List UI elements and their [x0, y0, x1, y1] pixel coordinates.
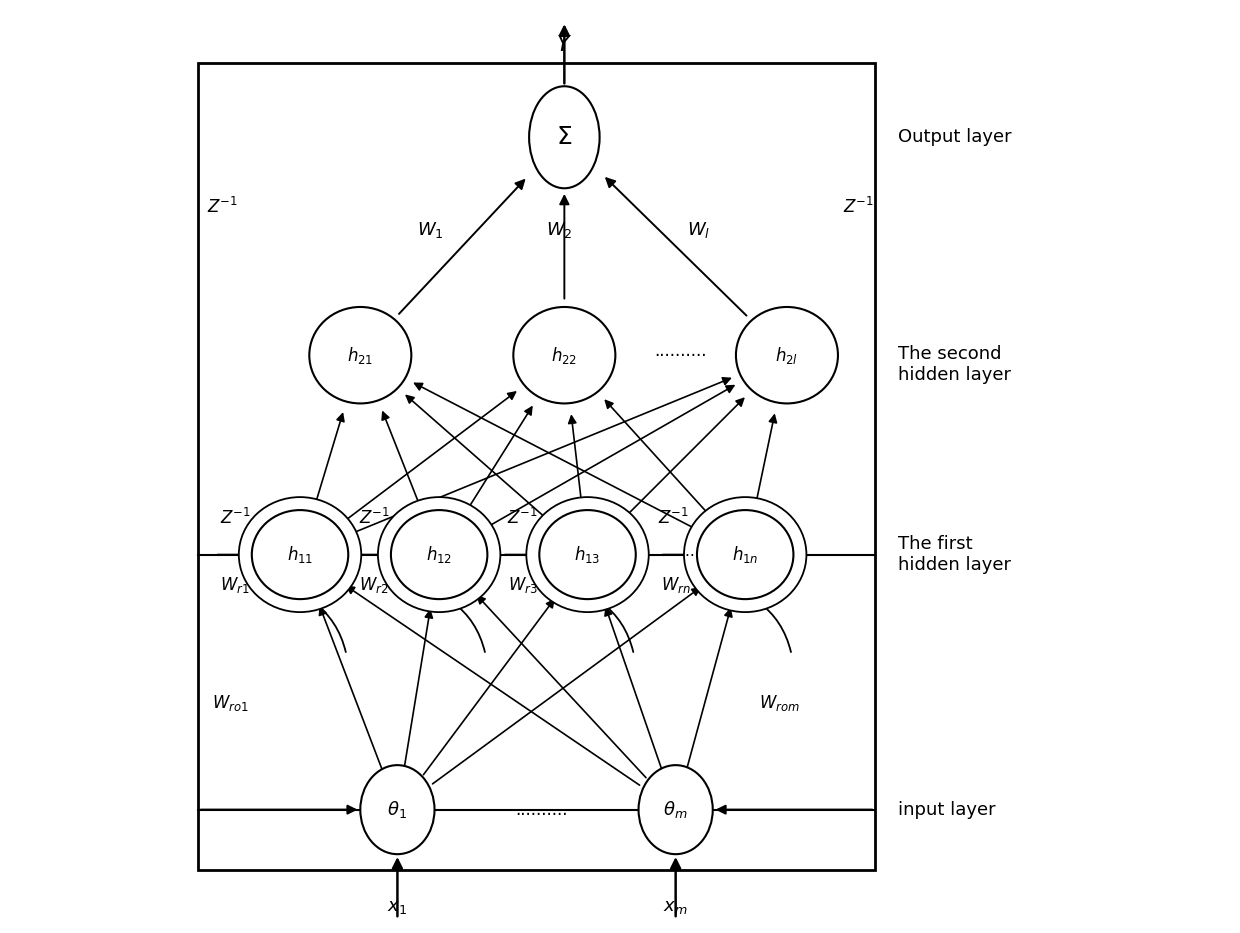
Text: $W_1$: $W_1$ [417, 220, 443, 240]
Text: $W_{rom}$: $W_{rom}$ [759, 693, 800, 713]
Text: $Z^{-1}$: $Z^{-1}$ [658, 508, 689, 527]
Text: $Z^{-1}$: $Z^{-1}$ [843, 197, 874, 216]
Text: ..........: .......... [515, 801, 568, 818]
Ellipse shape [239, 497, 361, 612]
Ellipse shape [684, 497, 806, 612]
Ellipse shape [378, 497, 501, 612]
Text: $W_{r2}$: $W_{r2}$ [360, 576, 389, 595]
Ellipse shape [529, 86, 600, 188]
Text: $Z^{-1}$: $Z^{-1}$ [507, 508, 538, 527]
Text: $Y$: $Y$ [557, 35, 573, 54]
Text: The first
hidden layer: The first hidden layer [898, 536, 1012, 574]
Text: $W_{rn}$: $W_{rn}$ [661, 576, 691, 595]
Ellipse shape [513, 307, 615, 403]
Text: $h_{2l}$: $h_{2l}$ [775, 344, 799, 366]
Text: $Z^{-1}$: $Z^{-1}$ [207, 197, 238, 216]
Ellipse shape [639, 765, 713, 855]
Text: $h_{11}$: $h_{11}$ [286, 544, 314, 565]
Text: $W_{r1}$: $W_{r1}$ [221, 576, 250, 595]
Text: The second
hidden layer: The second hidden layer [898, 345, 1012, 383]
Text: input layer: input layer [898, 801, 996, 818]
Text: ..........: .......... [653, 342, 707, 360]
Text: $W_{ro1}$: $W_{ro1}$ [212, 693, 249, 713]
Ellipse shape [252, 510, 348, 599]
Ellipse shape [539, 510, 636, 599]
Text: $x_1$: $x_1$ [387, 898, 408, 916]
Text: $Z^{-1}$: $Z^{-1}$ [219, 508, 250, 527]
Ellipse shape [735, 307, 838, 403]
Text: $h_{12}$: $h_{12}$ [427, 544, 453, 565]
Text: ..........: .......... [646, 544, 696, 559]
Text: $\theta_m$: $\theta_m$ [663, 800, 688, 820]
Text: $Z^{-1}$: $Z^{-1}$ [358, 508, 389, 527]
Text: Output layer: Output layer [898, 128, 1012, 146]
Text: $h_{13}$: $h_{13}$ [574, 544, 600, 565]
Text: $h_{21}$: $h_{21}$ [347, 344, 373, 366]
Ellipse shape [361, 765, 434, 855]
Text: $h_{1n}$: $h_{1n}$ [732, 544, 759, 565]
Ellipse shape [526, 497, 649, 612]
Ellipse shape [391, 510, 487, 599]
Text: $h_{22}$: $h_{22}$ [552, 344, 578, 366]
Text: $\theta_1$: $\theta_1$ [387, 800, 408, 820]
Text: $W_{r3}$: $W_{r3}$ [507, 576, 537, 595]
Text: $W_2$: $W_2$ [547, 220, 573, 240]
Text: $W_l$: $W_l$ [687, 220, 711, 240]
Ellipse shape [697, 510, 794, 599]
Text: $x_m$: $x_m$ [663, 898, 688, 916]
Text: $\Sigma$: $\Sigma$ [557, 125, 573, 149]
Ellipse shape [309, 307, 412, 403]
